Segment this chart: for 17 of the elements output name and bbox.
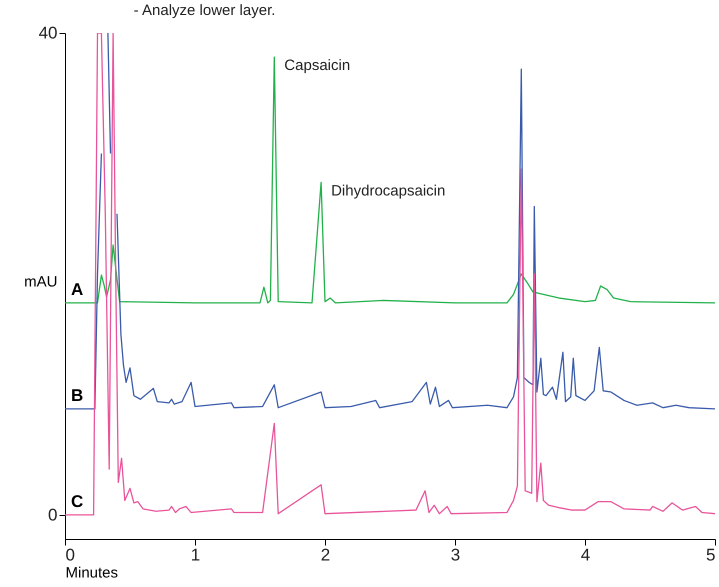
x-tick-label: 1 bbox=[190, 546, 200, 564]
series-label: B bbox=[71, 386, 84, 405]
annotation: Capsaicin bbox=[284, 57, 350, 74]
x-tick-label: 4 bbox=[580, 546, 590, 564]
x-tick-label: 2 bbox=[320, 546, 330, 564]
x-tick-label: 5 bbox=[706, 546, 716, 564]
x-axis-title: Minutes bbox=[66, 564, 118, 582]
y-tick-label: 40 bbox=[38, 24, 58, 42]
annotation: Dihydrocapsaicin bbox=[331, 182, 446, 200]
text: - Analyze lower layer. bbox=[134, 2, 276, 19]
line-series bbox=[65, 56, 715, 304]
x-tick-label: 3 bbox=[450, 546, 460, 564]
series-label: A bbox=[71, 280, 84, 299]
line-series bbox=[65, 33, 715, 516]
y-axis-title: mAU bbox=[24, 274, 58, 290]
series-label: C bbox=[71, 492, 84, 511]
x-tick-label: 0 bbox=[66, 546, 75, 564]
